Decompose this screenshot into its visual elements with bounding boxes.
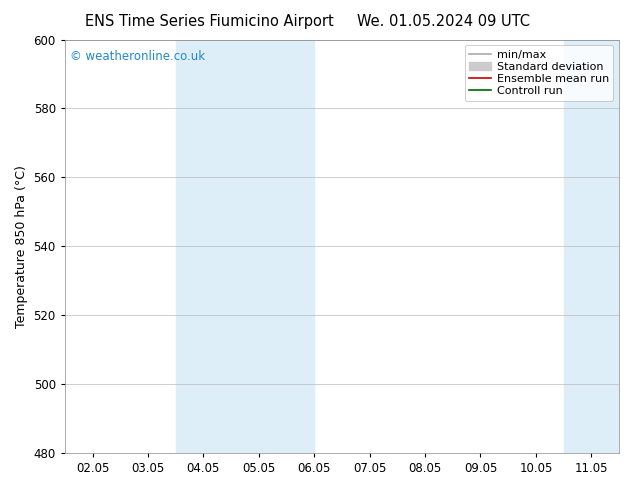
Text: ENS Time Series Fiumicino Airport: ENS Time Series Fiumicino Airport <box>85 14 333 29</box>
Text: We. 01.05.2024 09 UTC: We. 01.05.2024 09 UTC <box>358 14 530 29</box>
Y-axis label: Temperature 850 hPa (°C): Temperature 850 hPa (°C) <box>15 165 28 328</box>
Bar <box>564 40 619 453</box>
Text: © weatheronline.co.uk: © weatheronline.co.uk <box>70 50 205 63</box>
Bar <box>176 40 314 453</box>
Legend: min/max, Standard deviation, Ensemble mean run, Controll run: min/max, Standard deviation, Ensemble me… <box>465 45 614 101</box>
